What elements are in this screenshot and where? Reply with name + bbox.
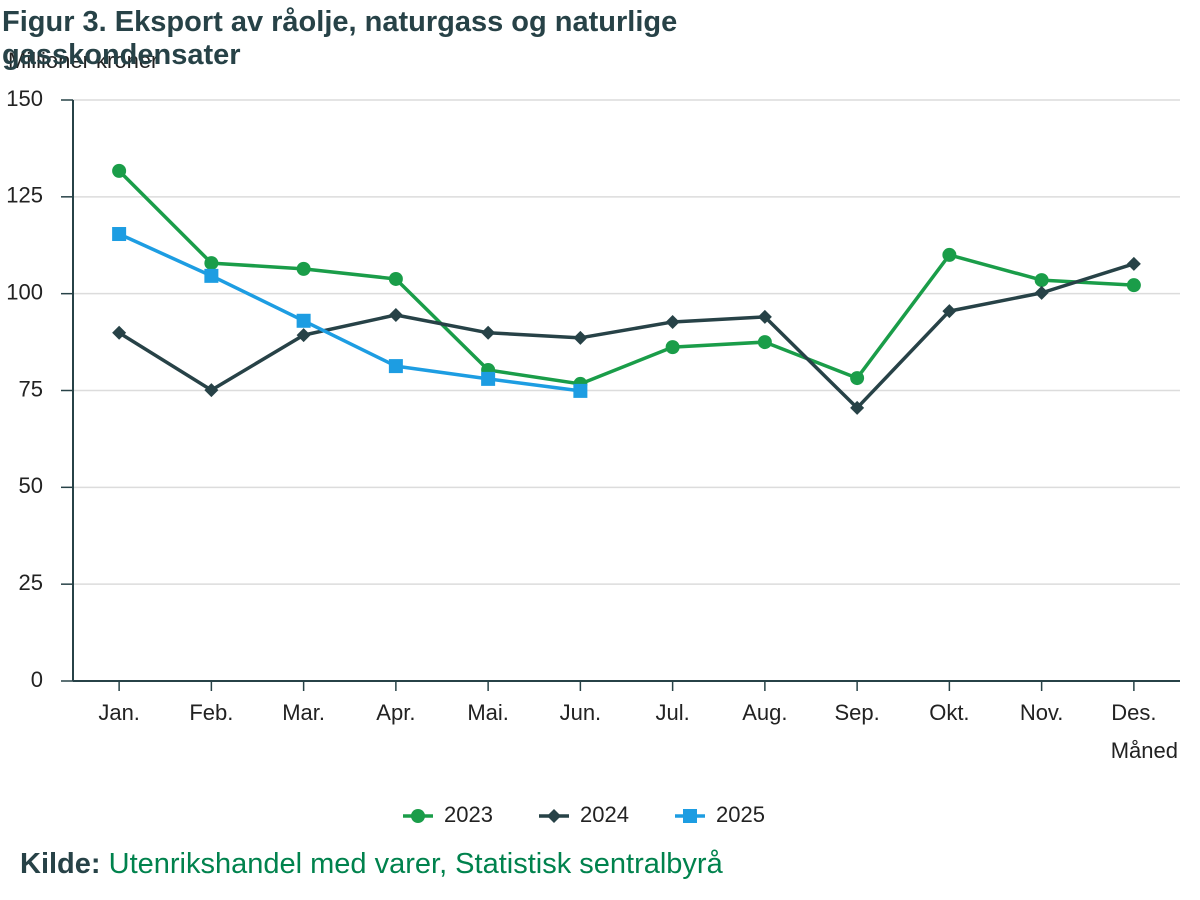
- marker: [388, 359, 403, 374]
- marker: [547, 809, 561, 823]
- marker: [204, 256, 219, 271]
- marker: [481, 371, 496, 386]
- marker: [204, 383, 219, 398]
- y-tick-label: 50: [19, 473, 43, 498]
- y-tick-label: 150: [6, 86, 43, 111]
- marker: [1034, 285, 1049, 300]
- marker: [757, 335, 772, 350]
- x-tick-label: Jan.: [98, 700, 140, 725]
- series-line: [118, 262, 1135, 410]
- y-tick-label: 0: [31, 667, 43, 692]
- marker: [112, 163, 127, 178]
- marker: [481, 325, 496, 340]
- marker: [942, 304, 957, 319]
- x-tick-label: Des.: [1111, 700, 1156, 725]
- chart-title: Figur 3. Eksport av råolje, naturgass og…: [2, 6, 678, 71]
- marker: [112, 227, 127, 242]
- y-tick-label: 125: [6, 183, 43, 208]
- marker: [665, 340, 680, 355]
- legend-label: 2023: [444, 802, 493, 827]
- marker: [573, 330, 588, 345]
- marker: [411, 809, 425, 823]
- series-line: [118, 232, 581, 393]
- x-tick-label: Jul.: [656, 700, 690, 725]
- x-axis-label: Måned: [1111, 738, 1178, 763]
- legend-label: 2024: [580, 802, 629, 827]
- x-tick-label: Okt.: [929, 700, 969, 725]
- marker: [573, 383, 588, 398]
- x-tick-label: Jun.: [560, 700, 602, 725]
- x-tick-label: Apr.: [376, 700, 415, 725]
- x-tick-label: Feb.: [189, 700, 233, 725]
- y-tick-label: 100: [6, 279, 43, 304]
- marker: [388, 307, 403, 322]
- marker: [296, 313, 311, 328]
- marker: [1034, 273, 1049, 288]
- marker: [112, 325, 127, 340]
- y-tick-label: 25: [19, 570, 43, 595]
- marker: [388, 271, 403, 286]
- marker: [683, 809, 697, 823]
- x-tick-label: Nov.: [1020, 700, 1064, 725]
- y-axis-label: Millioner kroner: [8, 48, 158, 73]
- legend-label: 2025: [716, 802, 765, 827]
- marker: [665, 314, 680, 329]
- x-tick-label: Mai.: [467, 700, 509, 725]
- source: Kilde: Utenrikshandel med varer, Statist…: [20, 848, 723, 881]
- marker: [757, 309, 772, 324]
- marker: [942, 247, 957, 262]
- marker: [204, 268, 219, 283]
- x-tick-label: Aug.: [742, 700, 787, 725]
- marker: [296, 261, 311, 276]
- source-text: Utenrikshandel med varer, Statistisk sen…: [108, 848, 723, 880]
- x-tick-label: Sep.: [834, 700, 879, 725]
- marker: [1126, 256, 1141, 271]
- marker: [850, 400, 865, 415]
- source-label: Kilde:: [20, 848, 101, 880]
- y-tick-label: 75: [19, 376, 43, 401]
- marker: [1126, 278, 1141, 293]
- x-tick-label: Mar.: [282, 700, 325, 725]
- marker: [850, 371, 865, 386]
- series-line: [117, 169, 1134, 386]
- marker: [296, 328, 311, 343]
